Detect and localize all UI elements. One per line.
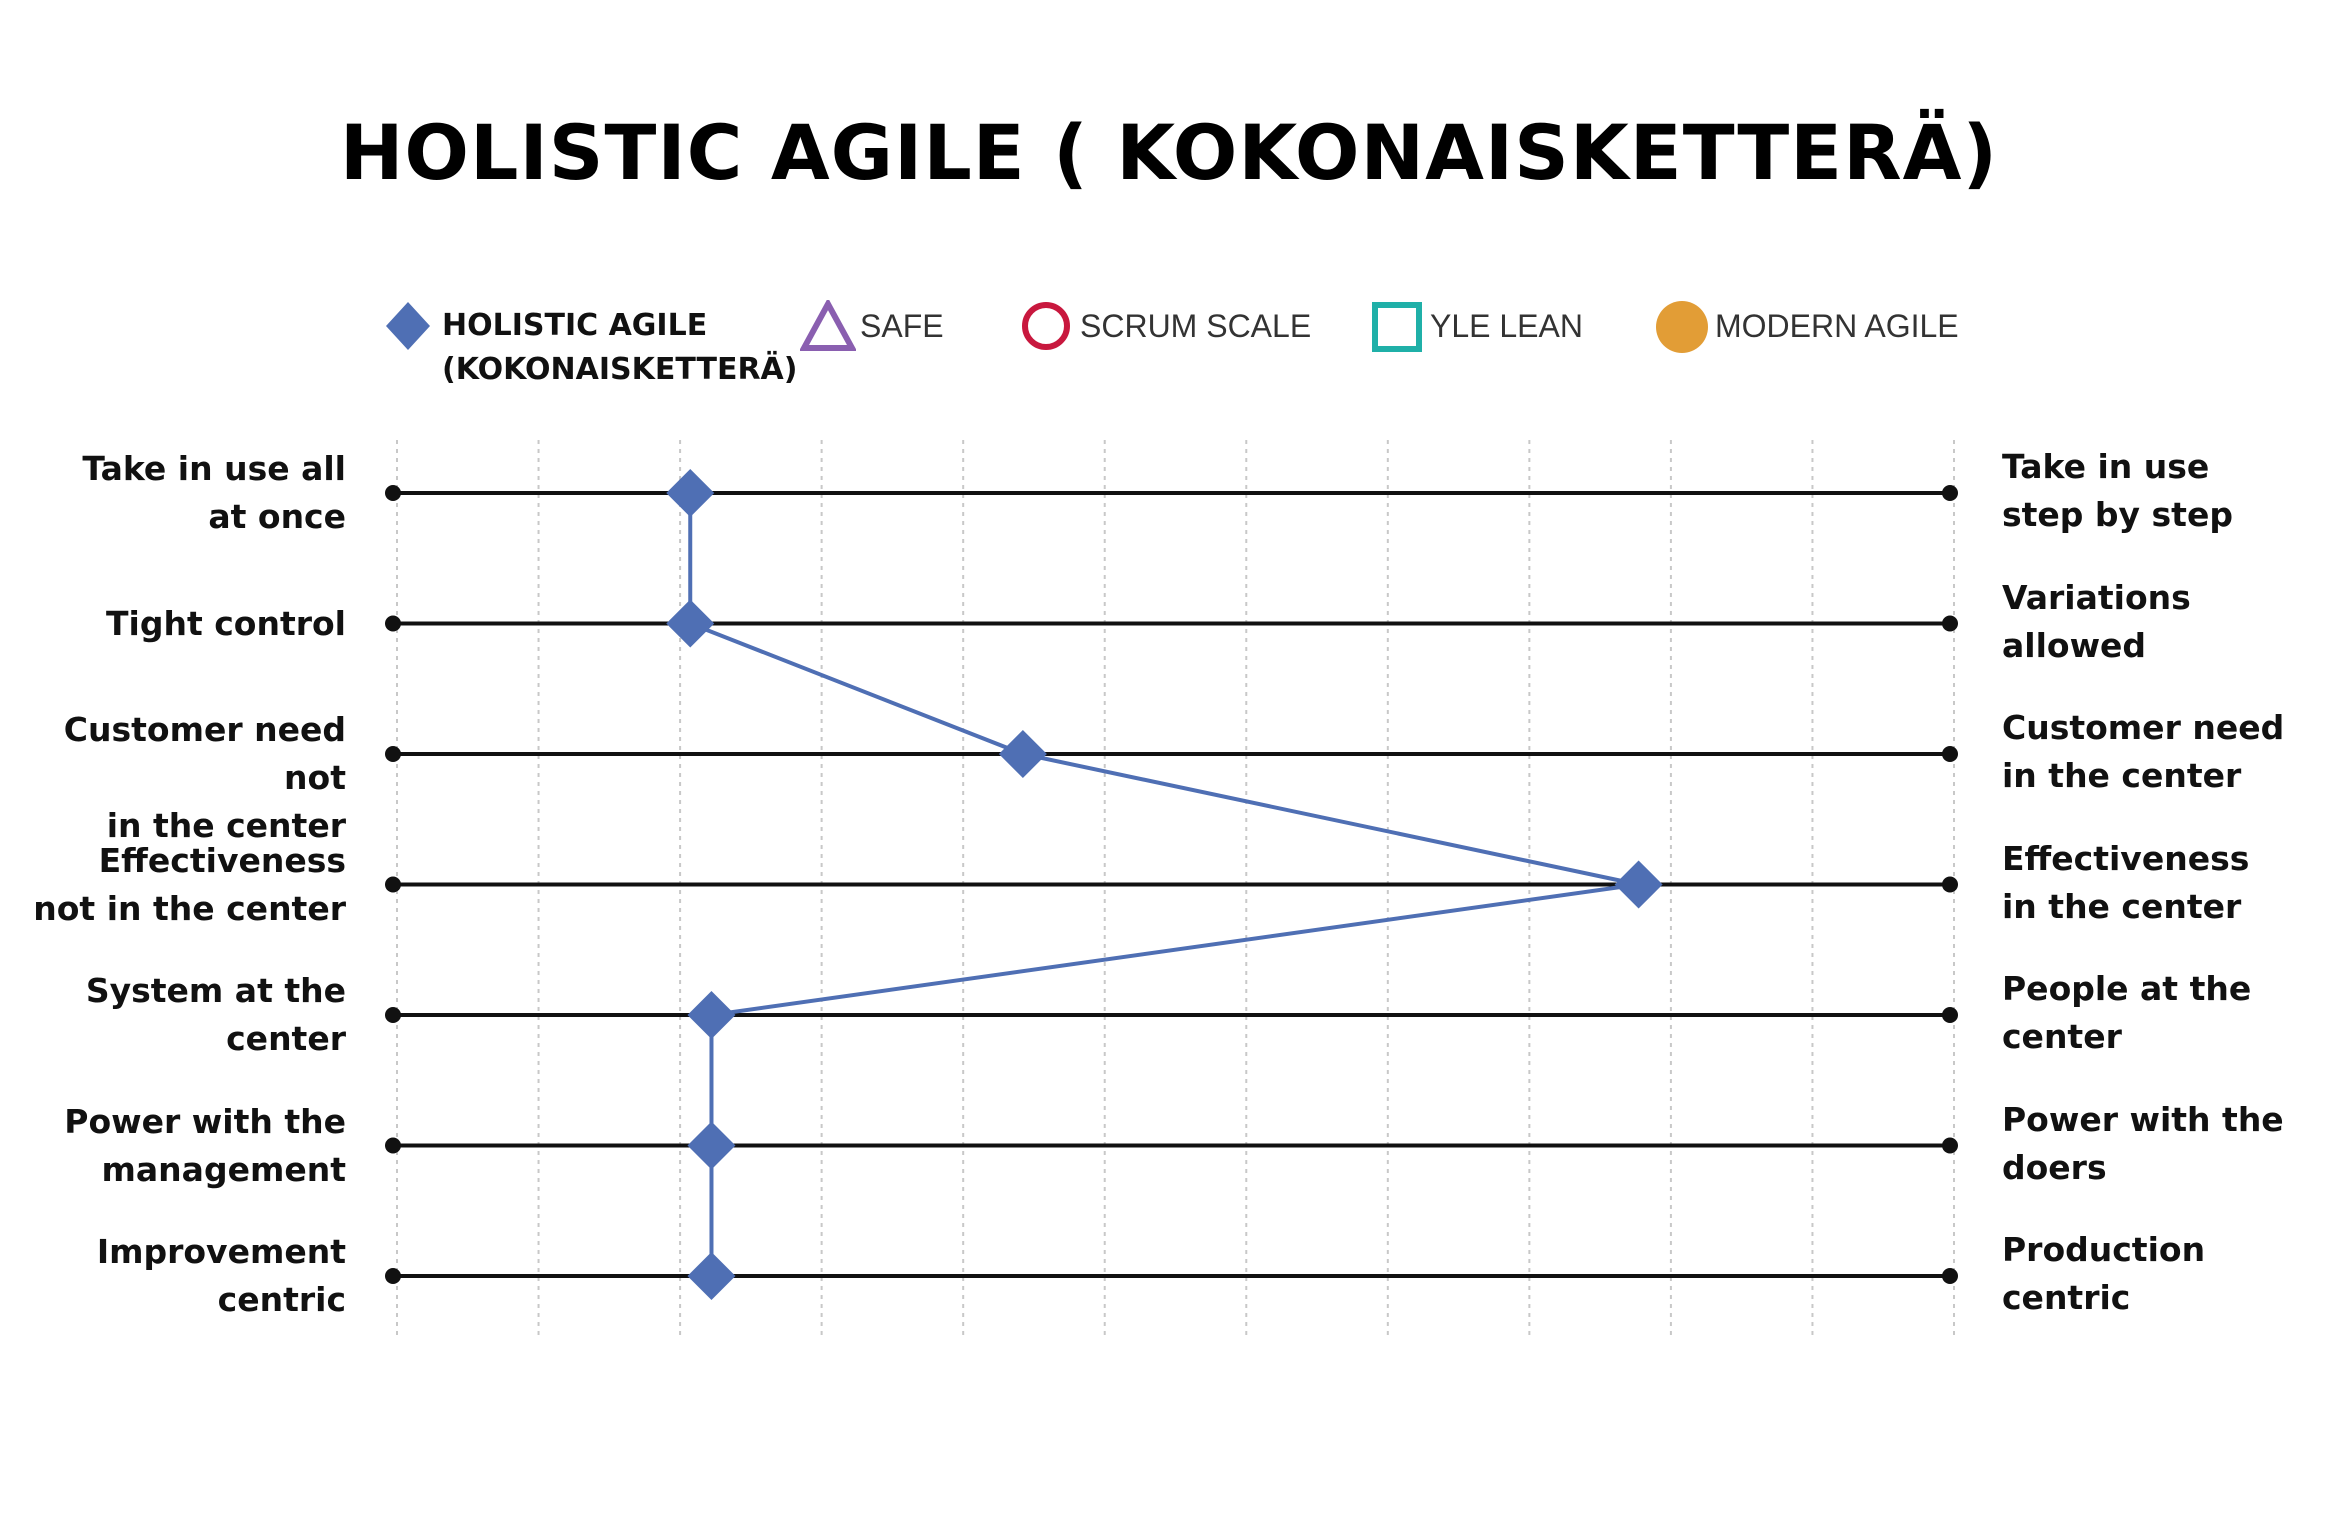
- row-label-right: People at the center: [2002, 969, 2252, 1056]
- legend-marker-icon: [1372, 302, 1422, 352]
- legend-marker-icon: [386, 302, 430, 350]
- axis-endpoint-left: [385, 746, 401, 762]
- axis-endpoint-left: [385, 1268, 401, 1284]
- axis-endpoint-right: [1942, 1268, 1958, 1284]
- row-label-left: Take in use all at once: [82, 449, 346, 536]
- data-point: [666, 469, 715, 517]
- row-label-right: Variations allowed: [2002, 577, 2191, 665]
- row-label-left: System at the center: [85, 971, 346, 1058]
- legend-label: SAFE: [860, 308, 944, 344]
- axis-endpoint-right: [1942, 615, 1958, 632]
- data-point: [687, 1252, 736, 1300]
- axis-endpoint-left: [385, 876, 401, 893]
- axis-endpoint-left: [385, 485, 401, 501]
- data-point: [687, 1121, 736, 1170]
- axis-endpoint-right: [1942, 1137, 1958, 1154]
- legend-label: YLE LEAN: [1430, 308, 1583, 344]
- legend-marker-icon: [1656, 301, 1708, 353]
- row-label-right: Effectiveness in the center: [2002, 838, 2250, 926]
- axis-endpoint-left: [385, 1137, 401, 1154]
- row-label-right: Customer need in the center: [2002, 708, 2285, 795]
- chart-title: HOLISTIC AGILE ( KOKONAISKETTERÄ): [339, 108, 1999, 197]
- data-point: [998, 730, 1047, 778]
- axis-endpoint-right: [1942, 746, 1958, 762]
- row-label-left: Improvement centric: [96, 1232, 346, 1319]
- row-label-right: Take in use step by step: [2002, 447, 2233, 534]
- axis-endpoint-left: [385, 1007, 401, 1023]
- axis-endpoint-left: [385, 615, 401, 632]
- legend-marker-icon: [1022, 302, 1070, 350]
- row-label-left: Effectiveness not in the center: [33, 840, 346, 928]
- legend-marker-icon: [800, 300, 856, 351]
- legend-label: MODERN AGILE: [1715, 308, 1959, 344]
- row-label-left: Tight control: [106, 603, 346, 643]
- data-point: [666, 599, 715, 648]
- legend-label: HOLISTIC AGILE (KOKONAISKETTERÄ): [442, 308, 798, 387]
- row-label-right: Production centric: [2002, 1230, 2206, 1317]
- data-point: [1614, 860, 1663, 909]
- data-point: [687, 991, 736, 1039]
- axis-endpoint-right: [1942, 876, 1958, 893]
- row-label-right: Power with the doers: [2002, 1099, 2284, 1187]
- axis-endpoint-right: [1942, 1007, 1958, 1023]
- axis-endpoint-right: [1942, 485, 1958, 501]
- row-label-left: Customer need not in the center: [63, 710, 346, 845]
- row-label-left: Power with the management: [64, 1101, 346, 1189]
- legend-label: SCRUM SCALE: [1080, 308, 1312, 344]
